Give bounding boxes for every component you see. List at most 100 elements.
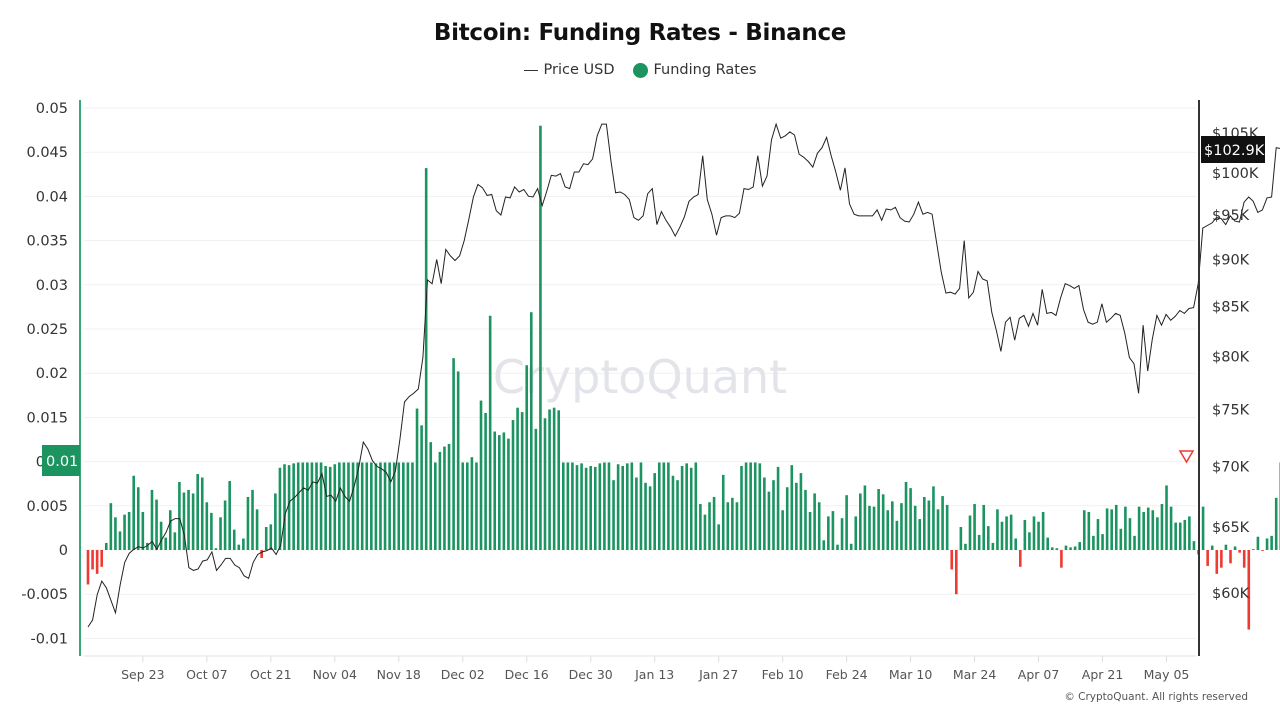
funding-bar	[932, 486, 935, 550]
funding-bar	[1000, 521, 1004, 550]
funding-bar	[685, 463, 688, 550]
funding-bar	[420, 425, 423, 550]
funding-bar	[1133, 535, 1136, 550]
funding-bar	[447, 443, 451, 550]
funding-bar	[772, 480, 775, 550]
funding-bar	[283, 464, 286, 550]
funding-bar	[1092, 535, 1095, 550]
funding-bar	[466, 462, 469, 550]
funding-bar	[196, 473, 199, 550]
funding-bar	[991, 542, 995, 550]
right-axis-ticks: $105K$100K$95K$90K$85K$80K$75K$70K$65K$6…	[1212, 126, 1259, 602]
legend-item-funding[interactable]: Funding Rates	[632, 62, 756, 78]
funding-bar	[182, 492, 186, 550]
x-axis-tick-label: Apr 21	[1082, 667, 1124, 682]
funding-bar	[571, 462, 574, 550]
funding-bar	[1087, 511, 1091, 550]
x-axis-tick-label: Oct 07	[186, 667, 228, 682]
funding-bar	[1037, 521, 1040, 550]
funding-bar	[859, 493, 862, 550]
funding-bar	[1270, 535, 1273, 550]
funding-bar	[392, 462, 396, 550]
funding-bar	[461, 462, 465, 550]
funding-bar	[1156, 517, 1159, 550]
funding-bar	[1215, 550, 1219, 574]
funding-bar	[173, 532, 177, 550]
x-axis-tick-label: Feb 10	[762, 667, 804, 682]
funding-bar	[639, 462, 643, 550]
funding-bar	[580, 463, 583, 550]
funding-bar	[525, 365, 529, 550]
left-axis-tick-label: 0	[59, 543, 68, 559]
x-axis-tick-label: Nov 18	[377, 667, 421, 682]
funding-bar	[150, 489, 154, 550]
funding-bar	[781, 510, 784, 550]
funding-bar	[557, 410, 561, 550]
funding-bar	[845, 495, 848, 550]
funding-bar	[621, 466, 624, 550]
funding-bar	[123, 514, 126, 550]
funding-bar	[662, 462, 666, 550]
funding-bar	[589, 466, 592, 550]
funding-bar	[996, 509, 999, 550]
right-axis-tick-label: $75K	[1212, 403, 1250, 419]
funding-bar	[1041, 511, 1045, 550]
x-axis-tick-label: Oct 21	[250, 667, 292, 682]
funding-current-badge: 0.01	[42, 445, 80, 476]
x-axis-tick-label: Sep 23	[121, 667, 164, 682]
funding-bar	[338, 462, 341, 550]
right-axis-tick-label: $90K	[1212, 253, 1250, 269]
x-axis-tick-label: Jan 27	[698, 667, 738, 682]
funding-bar	[264, 527, 268, 550]
funding-bar	[214, 548, 218, 550]
left-axis-tick-label: 0.02	[36, 366, 68, 382]
line-swatch-icon	[523, 69, 538, 71]
funding-bar	[205, 502, 209, 550]
right-axis-tick-label: $80K	[1212, 349, 1250, 365]
funding-bar	[365, 462, 369, 550]
funding-bar	[872, 506, 876, 550]
funding-bar	[452, 358, 455, 550]
chart-title: Bitcoin: Funding Rates - Binance	[433, 20, 847, 46]
legend-item-price[interactable]: Price USD	[523, 62, 615, 78]
funding-bar	[520, 412, 524, 550]
funding-bar	[836, 544, 839, 550]
funding-bar	[840, 518, 844, 550]
funding-bar	[575, 465, 579, 550]
funding-bar	[1078, 542, 1081, 550]
right-axis-tick-label: $60K	[1212, 586, 1250, 602]
funding-bar	[1252, 549, 1255, 550]
funding-bar	[529, 312, 533, 550]
left-axis-tick-label: 0.05	[36, 101, 68, 117]
funding-bar	[973, 504, 976, 550]
funding-bar	[763, 477, 766, 550]
funding-bar	[95, 550, 99, 574]
funding-bar	[507, 438, 510, 550]
funding-bar	[854, 516, 858, 550]
x-axis-tick-label: Dec 16	[505, 667, 549, 682]
funding-bar	[785, 487, 789, 550]
funding-bar	[1146, 507, 1150, 550]
funding-bar	[1220, 550, 1223, 568]
funding-bar	[1261, 550, 1264, 551]
funding-bar	[191, 493, 195, 550]
left-axis-tick-label: 0.03	[36, 278, 68, 294]
funding-bar	[356, 462, 359, 550]
funding-bar	[584, 467, 588, 550]
funding-bar	[511, 420, 515, 550]
funding-bar	[625, 463, 629, 550]
funding-bar	[539, 125, 542, 551]
funding-bar	[945, 504, 949, 550]
funding-bar	[886, 510, 890, 550]
funding-bar	[1009, 514, 1013, 550]
price-current-badge: $102.9K	[1201, 136, 1265, 163]
x-axis-tick-label: Apr 07	[1018, 667, 1060, 682]
funding-bar	[187, 489, 190, 550]
funding-bar	[822, 540, 826, 550]
funding-bar	[881, 494, 885, 550]
funding-bar	[1050, 547, 1054, 550]
funding-bar	[982, 504, 986, 550]
funding-bar	[370, 462, 373, 550]
funding-bar	[246, 496, 250, 550]
